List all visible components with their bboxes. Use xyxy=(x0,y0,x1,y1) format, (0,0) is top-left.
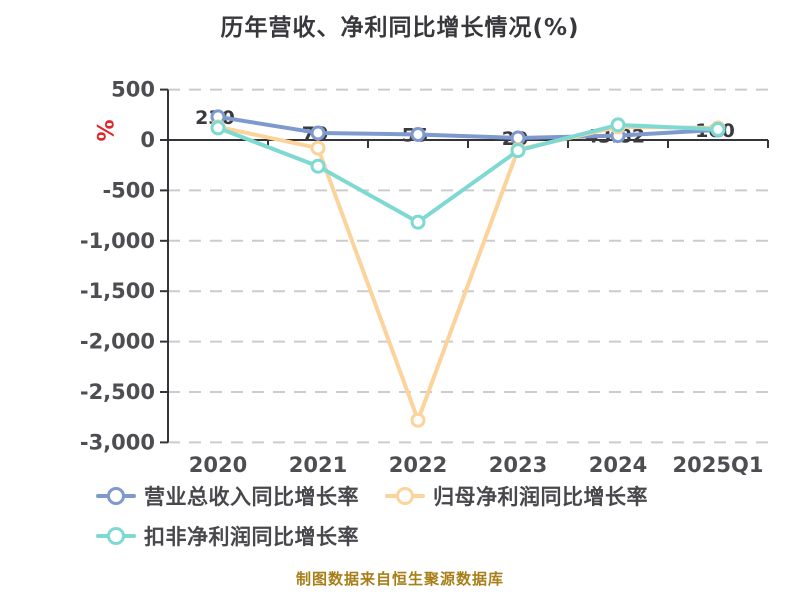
legend-item-total-revenue-growth[interactable]: 营业总收入同比增长率 xyxy=(96,481,359,511)
x-tick-label: 2023 xyxy=(489,453,547,477)
data-point-marker-series-2 xyxy=(710,121,726,137)
legend-label: 营业总收入同比增长率 xyxy=(144,485,359,509)
legend-label: 归母净利润同比增长率 xyxy=(433,485,648,509)
y-tick-label: -2,500 xyxy=(80,380,155,404)
legend-row-1: 营业总收入同比增长率 归母净利润同比增长率 xyxy=(0,476,800,516)
y-tick-label: -500 xyxy=(102,178,155,202)
x-tick-label: 2024 xyxy=(589,453,647,477)
x-tick-label: 2022 xyxy=(389,453,447,477)
data-point-marker-series-2 xyxy=(510,143,526,159)
legend-label: 扣非净利润同比增长率 xyxy=(144,525,359,549)
legend-item-deducted-net-profit-growth[interactable]: 扣非净利润同比增长率 xyxy=(96,521,359,551)
data-point-marker-series-2 xyxy=(210,120,226,136)
y-tick-label: 500 xyxy=(111,78,155,102)
y-tick-label: -1,500 xyxy=(80,279,155,303)
legend-circle-marker-icon xyxy=(107,527,125,545)
data-point-marker-series-0 xyxy=(410,126,426,142)
data-source-footer: 制图数据来自恒生聚源数据库 xyxy=(295,570,504,588)
legend-circle-marker-icon xyxy=(396,487,414,505)
data-point-marker-series-2 xyxy=(610,117,626,133)
y-tick-label: -3,000 xyxy=(80,430,155,454)
data-point-marker-series-2 xyxy=(410,214,426,230)
series-line-1 xyxy=(216,124,720,423)
chart-title: 历年营收、净利同比增长情况(%) xyxy=(220,15,580,41)
legend-line-marker-icon xyxy=(96,487,136,505)
legend-item-net-profit-growth[interactable]: 归母净利润同比增长率 xyxy=(385,481,648,511)
data-point-marker-series-0 xyxy=(310,125,326,141)
data-point-marker-series-1 xyxy=(410,412,426,428)
legend-row-2: 扣非净利润同比增长率 xyxy=(0,516,800,556)
series-line-0 xyxy=(216,114,720,140)
legend-line-marker-icon xyxy=(96,527,136,545)
y-tick-label: -2,000 xyxy=(80,330,155,354)
x-tick-label: 2020 xyxy=(189,453,247,477)
x-tick-label: 2025Q1 xyxy=(673,453,764,477)
series-line-2 xyxy=(216,122,720,225)
data-point-marker-series-2 xyxy=(310,158,326,174)
legend: 营业总收入同比增长率 归母净利润同比增长率 扣非净利润同比增长率 xyxy=(0,476,800,556)
legend-line-marker-icon xyxy=(385,487,425,505)
data-point-marker-series-1 xyxy=(310,140,326,156)
x-tick-label: 2021 xyxy=(289,453,347,477)
y-tick-label: 0 xyxy=(140,128,155,152)
legend-circle-marker-icon xyxy=(107,487,125,505)
y-tick-label: -1,000 xyxy=(80,229,155,253)
